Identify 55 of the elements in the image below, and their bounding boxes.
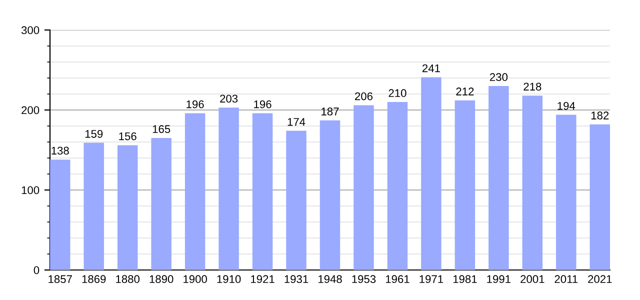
- data-label: 165: [152, 125, 170, 134]
- bar: [556, 114, 576, 270]
- data-label: 182: [591, 112, 609, 120]
- data-label: 156: [119, 132, 136, 140]
- data-label: 187: [322, 108, 339, 116]
- data-label: 194: [558, 102, 576, 110]
- data-label: 218: [524, 82, 542, 91]
- data-label: 212: [456, 88, 474, 96]
- data-label: 206: [355, 92, 373, 100]
- bar: [421, 77, 442, 270]
- bar: [151, 138, 172, 270]
- x-tick-label: 1910: [217, 275, 241, 284]
- data-label: 210: [388, 89, 406, 98]
- y-tick-label: 300: [21, 26, 40, 34]
- bar: [117, 145, 138, 270]
- x-tick-label: 1857: [48, 275, 72, 284]
- x-tick-label: 1961: [386, 275, 410, 284]
- y-tick-label: 200: [22, 106, 40, 114]
- x-tick-label: 1991: [487, 275, 510, 284]
- data-label: 174: [288, 118, 306, 126]
- data-label: 159: [85, 130, 103, 138]
- x-tick-label: 2001: [520, 275, 544, 284]
- x-tick-label: 1931: [284, 275, 308, 284]
- data-label: 196: [254, 100, 272, 108]
- bar: [286, 130, 306, 270]
- bar: [320, 120, 340, 270]
- bar: [50, 160, 70, 270]
- data-label: 241: [422, 64, 440, 72]
- bar: [218, 108, 239, 270]
- x-tick-label: 1921: [251, 275, 274, 284]
- bar: [488, 86, 509, 270]
- y-tick-label: 100: [22, 186, 40, 194]
- y-tick-label: 0: [34, 266, 40, 274]
- bar: [590, 124, 610, 270]
- bar: [84, 142, 104, 270]
- x-tick-label: 1948: [318, 275, 342, 284]
- bar: [387, 102, 408, 270]
- data-label: 138: [52, 146, 69, 155]
- x-tick-label: 1953: [352, 275, 376, 284]
- x-tick-label: 1900: [184, 275, 207, 284]
- bar: [522, 96, 543, 270]
- x-tick-label: 1869: [82, 275, 106, 284]
- x-tick-label: 1880: [116, 275, 140, 284]
- x-tick-label: 1971: [420, 275, 444, 284]
- bar: [454, 100, 476, 270]
- bar: [184, 113, 206, 270]
- x-tick-label: 2011: [554, 275, 578, 284]
- bar: [354, 105, 374, 270]
- x-tick-label: 1981: [453, 275, 477, 284]
- data-label: 196: [186, 100, 204, 108]
- data-label: 230: [490, 73, 508, 82]
- data-label: 203: [220, 94, 238, 103]
- x-tick-label: 1890: [150, 275, 174, 284]
- x-tick-label: 2021: [588, 275, 612, 284]
- bar: [252, 113, 273, 270]
